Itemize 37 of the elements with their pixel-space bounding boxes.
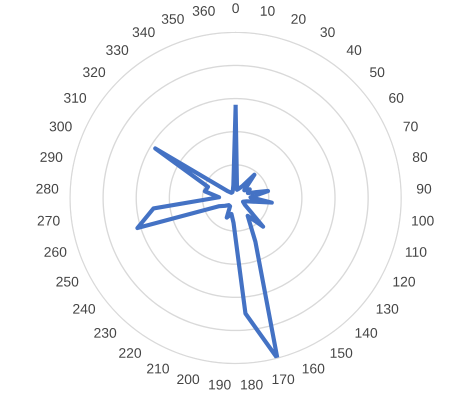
spoke-label: 30 <box>320 27 335 38</box>
spoke-label: 10 <box>260 6 275 16</box>
spoke-label: 50 <box>370 67 384 78</box>
spoke-label: 0 <box>232 3 239 14</box>
spoke-label: 80 <box>412 152 428 162</box>
spoke-label: 220 <box>119 348 142 358</box>
spoke-label: 170 <box>272 374 294 384</box>
spoke-label: 240 <box>73 304 96 314</box>
spoke-label: 150 <box>330 348 352 358</box>
spoke-label: 270 <box>38 216 60 226</box>
spoke-label: 40 <box>346 45 362 55</box>
spoke-label: 340 <box>132 27 155 38</box>
spoke-label: 280 <box>36 184 58 194</box>
spoke-label: 210 <box>147 364 169 374</box>
spoke-label: 360 <box>192 6 215 16</box>
spoke-label: 290 <box>40 152 62 162</box>
spoke-label: 110 <box>406 247 426 257</box>
spoke-label: 180 <box>241 380 263 390</box>
spoke-label: 230 <box>94 328 116 338</box>
spoke-label: 330 <box>106 45 128 55</box>
spoke-label: 300 <box>50 122 72 132</box>
spoke-label: 20 <box>291 14 306 24</box>
spoke-label: 130 <box>376 304 398 314</box>
spoke-label: 100 <box>412 216 434 226</box>
spoke-label: 140 <box>356 328 378 338</box>
spoke-label: 310 <box>64 92 86 103</box>
spoke-label: 60 <box>389 92 404 103</box>
spoke-label: 320 <box>83 67 106 78</box>
spoke-label: 350 <box>162 14 184 24</box>
spoke-label: 250 <box>56 276 78 287</box>
spoke-label: 260 <box>44 247 66 257</box>
spoke-label: 120 <box>393 276 416 287</box>
spoke-label: 190 <box>209 380 231 390</box>
spoke-label: 160 <box>302 364 324 374</box>
spoke-label: 200 <box>177 374 200 384</box>
spoke-label: 70 <box>404 122 418 132</box>
spoke-label: 90 <box>416 184 432 194</box>
